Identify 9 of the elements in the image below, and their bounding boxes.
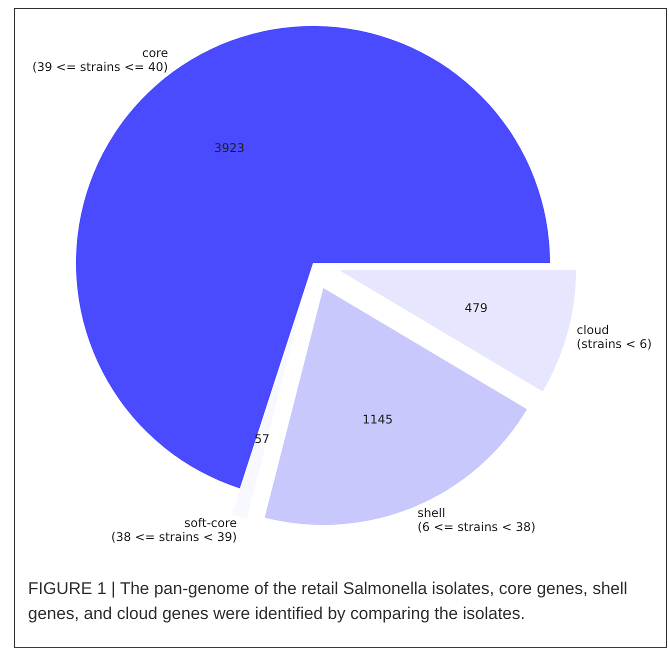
caption: FIGURE 1 | The pan-genome of the retail Salmonella isolates, core genes, shell genes, and cloud genes were identified by comparing the isolates. [28,579,632,623]
slice-label: cloud (strains < 6) [576,322,652,351]
data-label: 1145 [362,412,393,426]
data-label: 57 [254,432,270,446]
data-label: 3923 [214,140,245,155]
slice-label: shell (6 <= strains < 38) [417,506,536,534]
slice-label: soft-core (38 <= strains < 39) [111,516,237,544]
data-label: 479 [464,300,488,315]
slice-label: core (39 <= strains <= 40) [32,46,168,74]
